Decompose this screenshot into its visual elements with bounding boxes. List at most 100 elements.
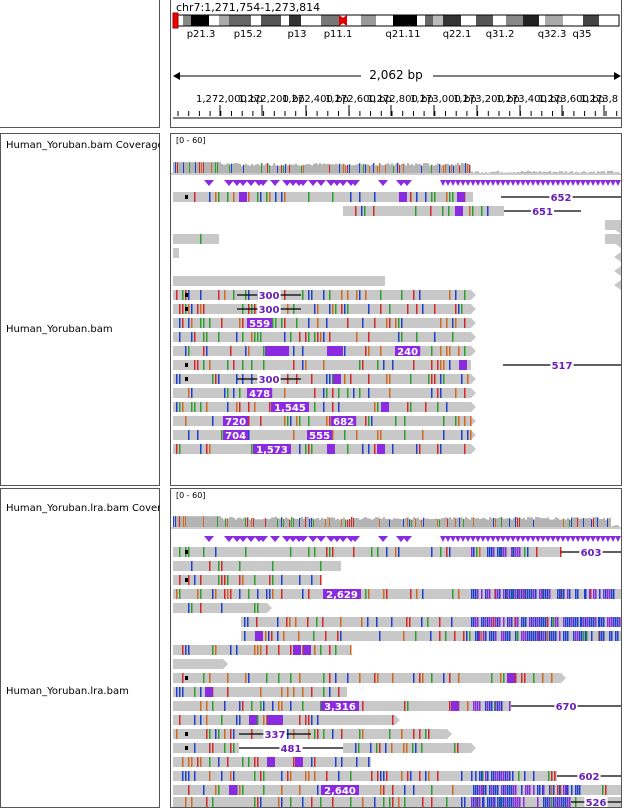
mismatch	[477, 797, 479, 807]
read-direction	[471, 290, 476, 300]
mismatch	[557, 617, 559, 627]
coverage-bar	[181, 162, 183, 173]
coverage-mismatch	[469, 165, 470, 173]
coverage-mismatch	[351, 517, 352, 527]
mismatch	[296, 416, 298, 426]
alignment-track-name[interactable]: Human_Yoruban.lra.bam	[6, 686, 160, 697]
mismatch	[265, 631, 267, 641]
mismatch	[555, 617, 557, 627]
coverage-bar	[551, 520, 553, 527]
mismatch	[374, 318, 376, 328]
coverage-bar	[541, 518, 543, 527]
read	[173, 248, 179, 258]
mismatch	[281, 575, 283, 585]
insertion	[239, 192, 247, 202]
mismatch	[197, 589, 199, 599]
mismatch	[524, 673, 526, 683]
mismatch	[293, 360, 295, 370]
mismatch	[247, 617, 249, 627]
mismatch	[548, 771, 550, 781]
insertion-marker	[500, 536, 506, 542]
mismatch	[386, 318, 388, 328]
mismatch	[194, 575, 196, 585]
mismatch	[501, 797, 503, 807]
mismatch	[290, 673, 292, 683]
coverage-bar	[413, 165, 415, 173]
mismatch	[260, 797, 262, 807]
mismatch	[368, 304, 370, 314]
mismatch	[332, 797, 334, 807]
insertion	[273, 346, 281, 356]
coverage-mismatch	[345, 520, 346, 527]
coverage-track-name[interactable]: Human_Yoruban.lra.bam Coverage	[6, 503, 160, 514]
mismatch	[489, 701, 491, 711]
coverage-bar	[195, 516, 197, 527]
mismatch	[451, 617, 453, 627]
alignment-track-name[interactable]: Human_Yoruban.bam	[6, 324, 160, 335]
mismatch	[323, 388, 325, 398]
mismatch	[595, 589, 597, 599]
mismatch	[577, 785, 579, 795]
mismatch	[323, 729, 325, 739]
mismatch	[565, 797, 567, 807]
mismatch	[497, 589, 499, 599]
mismatch	[200, 290, 202, 300]
insertion-marker	[525, 536, 531, 542]
mismatch	[410, 589, 412, 599]
coverage-mismatch	[501, 517, 502, 527]
header-left-blank	[0, 0, 160, 128]
insertion-marker	[565, 536, 571, 542]
mismatch	[407, 304, 409, 314]
coverage-bar	[505, 518, 507, 527]
mismatch	[551, 631, 553, 641]
mismatch	[281, 589, 283, 599]
coverage-bar	[471, 172, 473, 173]
mismatch	[209, 771, 211, 781]
mismatch	[485, 631, 487, 641]
insertion-marker	[605, 536, 611, 542]
mismatch	[449, 192, 451, 202]
insertion-marker	[505, 180, 511, 186]
mismatch	[495, 589, 497, 599]
coverage-bar	[557, 172, 559, 173]
mismatch	[374, 673, 376, 683]
mismatch	[489, 617, 491, 627]
coverage-bar	[241, 519, 243, 527]
mismatch	[242, 575, 244, 585]
read	[605, 234, 622, 244]
coverage-bar	[533, 171, 535, 173]
mismatch	[554, 771, 556, 781]
coverage-mismatch	[291, 517, 292, 527]
coverage-mismatch	[409, 519, 410, 527]
coverage-bar	[429, 519, 431, 527]
mismatch	[517, 797, 519, 807]
mismatch	[551, 771, 553, 781]
insertion-marker	[460, 180, 466, 186]
mismatch	[565, 617, 567, 627]
deletion-size-label: 670	[556, 702, 577, 713]
coverage-bar	[395, 518, 397, 527]
mismatch	[293, 346, 295, 356]
coverage-track-name[interactable]: Human_Yoruban.bam Coverage	[6, 140, 160, 151]
mismatch	[489, 797, 491, 807]
mismatch	[386, 547, 388, 557]
mismatch	[531, 589, 533, 599]
coverage-bar	[395, 164, 397, 173]
mismatch	[491, 547, 493, 557]
mismatch	[242, 332, 244, 342]
insertion-marker	[575, 180, 581, 186]
coverage-mismatch	[243, 165, 244, 173]
coverage-bar	[307, 164, 309, 173]
mismatch	[323, 687, 325, 697]
coverage-bar	[481, 172, 483, 173]
coverage-bar	[371, 520, 373, 527]
coverage-bar	[215, 516, 217, 527]
coverage-mismatch	[369, 166, 370, 173]
deletion-size-label: 337	[265, 730, 286, 741]
mismatch	[191, 332, 193, 342]
